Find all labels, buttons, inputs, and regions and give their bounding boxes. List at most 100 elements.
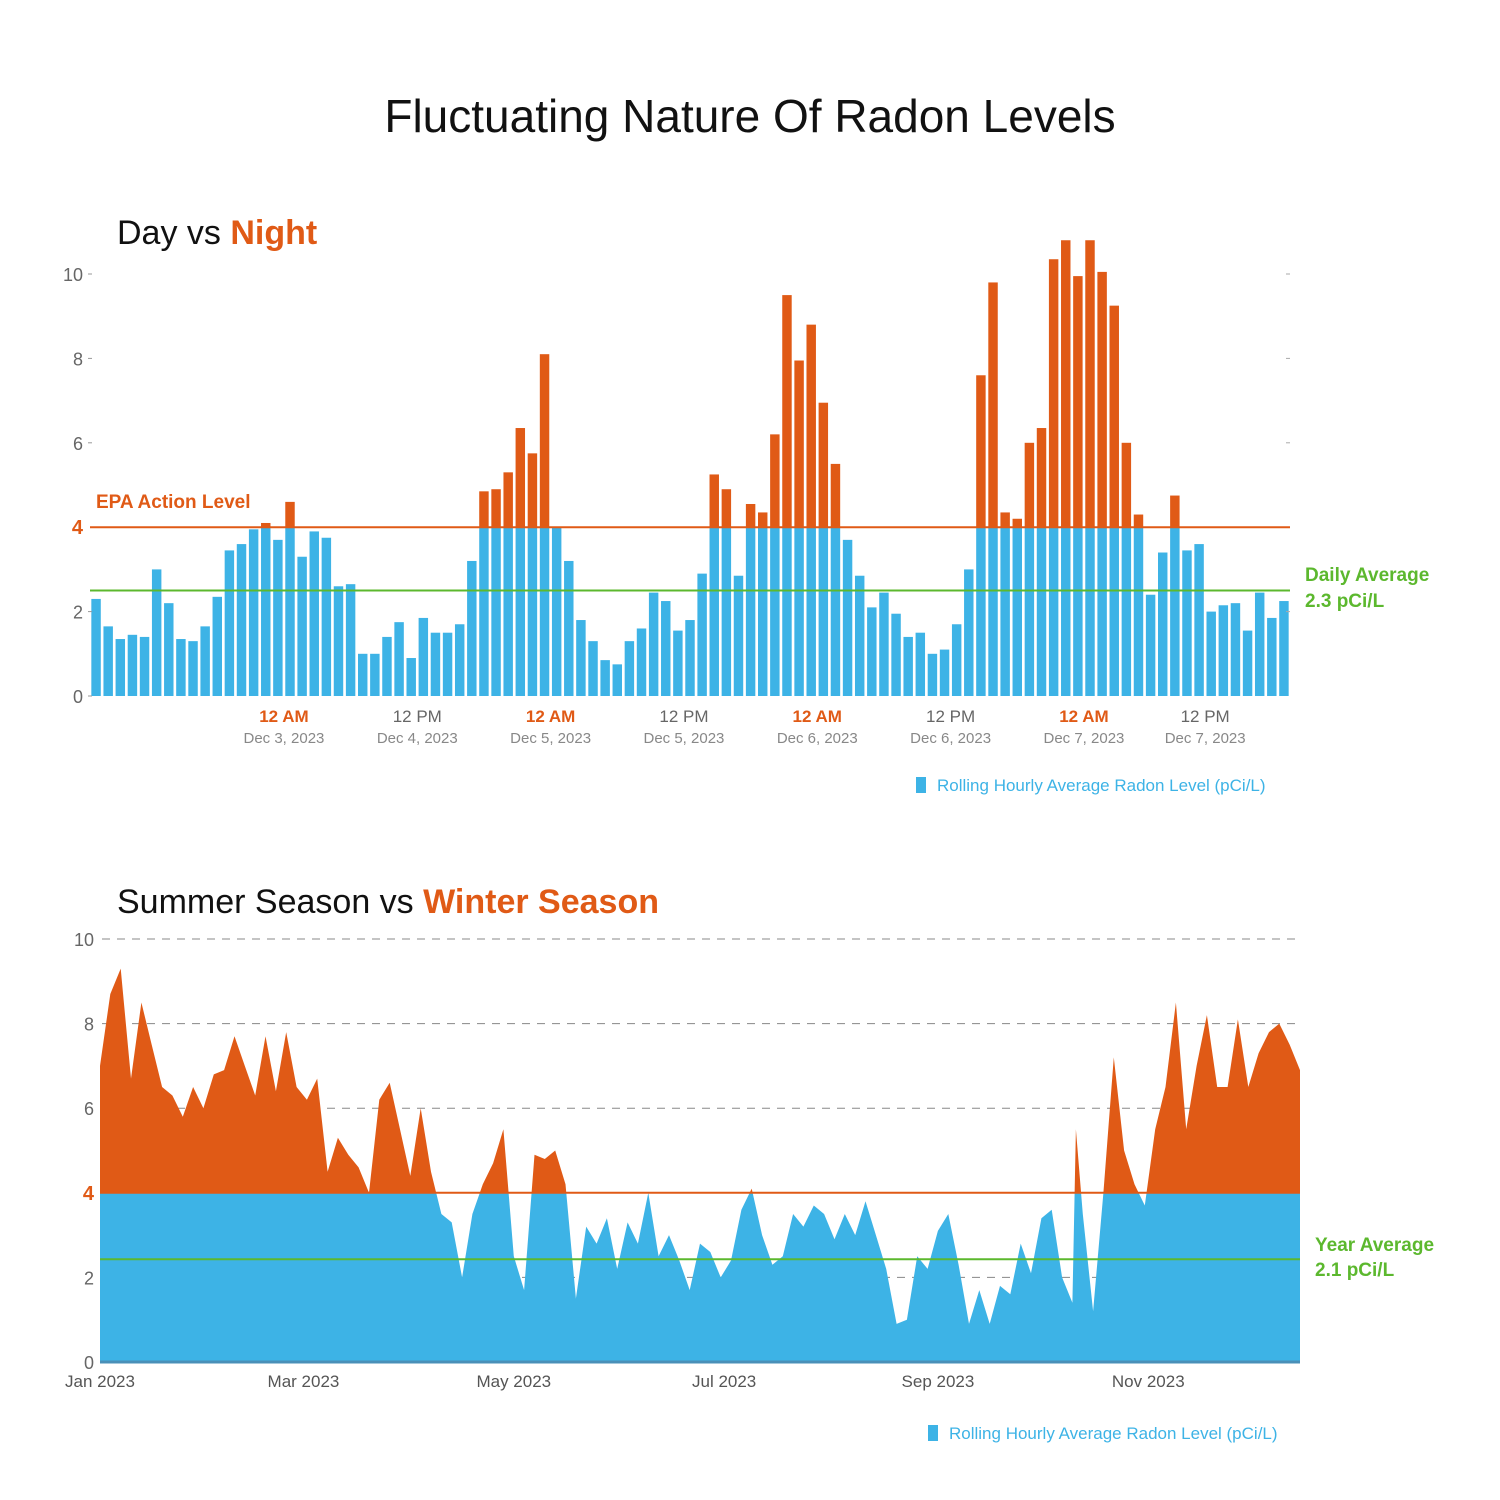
bar-below-threshold [261, 527, 271, 696]
bar-below-threshold [709, 527, 719, 696]
chart-title-part1: Summer Season vs [117, 883, 423, 921]
bar-below-threshold [1242, 630, 1253, 696]
bar-below-threshold [491, 527, 501, 696]
y-tick-label: 2 [73, 603, 83, 623]
page-title: Fluctuating Nature Of Radon Levels [384, 90, 1115, 142]
bar-above-threshold [721, 489, 732, 528]
daily-average-value: 2.3 pCi/L [1305, 591, 1385, 612]
x-tick-time: 12 AM [526, 707, 575, 726]
x-tick-date: Dec 6, 2023 [910, 730, 991, 747]
year-average-value: 2.1 pCi/L [1315, 1260, 1395, 1281]
bar-below-threshold [176, 639, 186, 696]
bar-below-threshold [127, 634, 138, 696]
bar-below-threshold [1048, 527, 1059, 696]
bar-above-threshold [479, 491, 489, 528]
bar-above-threshold [770, 434, 780, 528]
y-tick-label: 8 [73, 349, 83, 369]
bar-above-threshold [1036, 428, 1047, 528]
y-tick-label: 6 [84, 1099, 94, 1119]
bar-below-threshold [854, 575, 865, 696]
x-tick-label: Nov 2023 [1112, 1372, 1185, 1391]
bar-below-threshold [1194, 544, 1204, 696]
bar-below-threshold [248, 529, 259, 696]
x-tick-label: Jan 2023 [65, 1372, 135, 1391]
bar-below-threshold [1145, 594, 1156, 696]
bar-below-threshold [430, 632, 441, 696]
bar-below-threshold [867, 607, 877, 696]
bar-below-threshold [1133, 527, 1144, 696]
bar-below-threshold [951, 624, 962, 696]
bar-below-threshold [321, 537, 332, 696]
legend-swatch [928, 1425, 938, 1441]
x-tick-time: 12 PM [393, 707, 442, 726]
bar-below-threshold [164, 603, 174, 696]
chart-title: Day vs Night [117, 214, 317, 252]
bar-below-threshold [394, 622, 404, 696]
bar-below-threshold [588, 641, 598, 696]
daily-average-label: Daily Average [1305, 565, 1429, 586]
bar-above-threshold [782, 295, 792, 528]
y-tick-label: 0 [73, 687, 83, 707]
x-tick-date: Dec 7, 2023 [1043, 730, 1124, 747]
bar-below-threshold [976, 527, 986, 696]
legend-label: Rolling Hourly Average Radon Level (pCi/… [937, 776, 1266, 795]
bar-above-threshold [830, 463, 841, 528]
bar-below-threshold [212, 596, 222, 696]
bar-below-threshold [103, 626, 113, 696]
y-tick-label: 4 [72, 517, 84, 539]
chart-title-part1: Day vs [117, 214, 230, 252]
bar-above-threshold [976, 375, 986, 528]
legend-label: Rolling Hourly Average Radon Level (pCi/… [949, 1424, 1278, 1443]
bar-below-threshold [1073, 527, 1083, 696]
bar-below-threshold [479, 527, 489, 696]
bar-below-threshold [782, 527, 792, 696]
bar-below-threshold [200, 626, 210, 696]
bar-below-threshold [139, 636, 150, 696]
bar-below-threshold [806, 527, 816, 696]
bar-below-threshold [382, 636, 392, 696]
bar-below-threshold [91, 598, 101, 696]
bar-below-threshold [418, 617, 429, 696]
bar-below-threshold [1121, 527, 1132, 696]
bar-above-threshold [758, 512, 768, 528]
bar-above-threshold [745, 503, 756, 528]
y-tick-label: 10 [63, 265, 83, 285]
y-tick-label: 8 [84, 1015, 94, 1035]
x-tick-label: Mar 2023 [268, 1372, 340, 1391]
area-above-threshold [100, 968, 1300, 1193]
bar-below-threshold [939, 649, 950, 696]
bar-above-threshold [1000, 512, 1010, 528]
bar-below-threshold [1267, 617, 1277, 696]
bar-below-threshold [406, 658, 416, 696]
x-tick-time: 12 PM [926, 707, 975, 726]
x-tick-time: 12 AM [793, 707, 842, 726]
bar-above-threshold [515, 428, 526, 528]
bar-below-threshold [345, 584, 356, 696]
bar-below-threshold [467, 560, 477, 696]
bar-below-threshold [1036, 527, 1047, 696]
chart-title-highlight: Winter Season [423, 883, 659, 921]
bar-below-threshold [794, 527, 804, 696]
bar-below-threshold [685, 620, 695, 696]
bar-above-threshold [491, 489, 501, 528]
bar-below-threshold [370, 653, 380, 696]
bar-below-threshold [551, 527, 562, 696]
legend-swatch [916, 777, 926, 793]
bar-below-threshold [236, 544, 247, 696]
bar-below-threshold [1206, 611, 1216, 696]
bar-below-threshold [648, 592, 659, 696]
bar-below-threshold [891, 613, 901, 696]
day-night-chart: Day vs Night 0 2 4 6 8 10 12 AM Dec 3, 2023 12 P… [63, 214, 1429, 795]
x-tick-date: Dec 5, 2023 [643, 730, 724, 747]
bar-below-threshold [1218, 605, 1229, 696]
bar-below-threshold [358, 653, 368, 696]
bar-below-threshold [442, 632, 453, 696]
bar-above-threshold [1133, 514, 1144, 528]
x-tick-label: May 2023 [476, 1372, 551, 1391]
bar-below-threshold [1170, 527, 1180, 696]
x-tick-label: Sep 2023 [902, 1372, 975, 1391]
chart-title: Summer Season vs Winter Season [117, 883, 659, 921]
bar-below-threshold [770, 527, 780, 696]
bar-below-threshold [600, 660, 610, 696]
